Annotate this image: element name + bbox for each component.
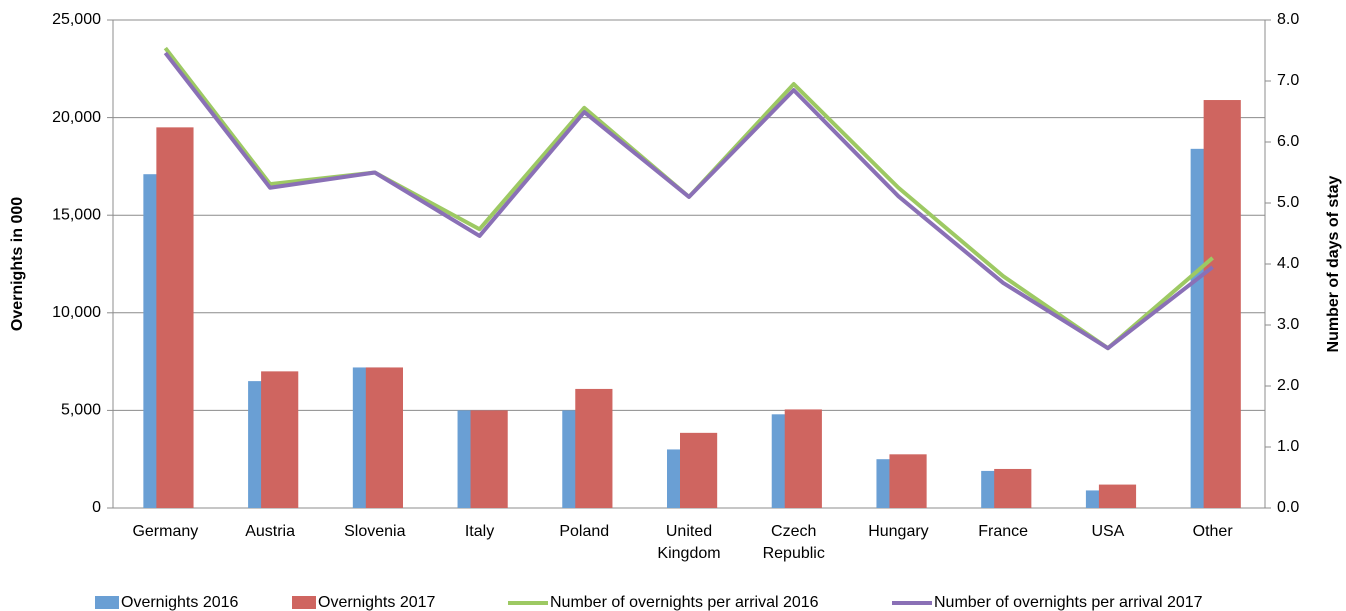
legend-label: Overnights 2017 <box>318 594 436 611</box>
bar <box>1203 100 1241 509</box>
y2-tick-label: 0.0 <box>1277 499 1299 516</box>
y-tick-label: 20,000 <box>52 109 101 126</box>
y-tick-label: 10,000 <box>52 304 101 321</box>
legend-label: Number of overnights per arrival 2016 <box>550 594 819 611</box>
y2-tick-label: 1.0 <box>1277 438 1299 455</box>
bar <box>261 371 299 508</box>
y-tick-label: 0 <box>92 499 101 516</box>
y2-tick-label: 3.0 <box>1277 316 1299 333</box>
bar <box>575 388 613 508</box>
y-axis-title: Overnights in 000 <box>9 197 26 331</box>
x-tick-label: Germany <box>132 523 198 540</box>
legend-label: Overnights 2016 <box>121 594 239 611</box>
x-tick-label: Italy <box>465 523 494 540</box>
y2-axis-title: Number of days of stay <box>1325 175 1342 352</box>
bar <box>470 410 508 508</box>
legend-label: Number of overnights per arrival 2017 <box>934 594 1203 611</box>
x-tick-label: Czech Republic <box>763 523 825 562</box>
x-tick-label: Hungary <box>868 523 928 540</box>
x-tick-label: Other <box>1193 523 1234 540</box>
legend-swatch <box>95 596 119 609</box>
x-tick-label: Slovenia <box>344 523 405 540</box>
legend-swatch <box>292 596 316 609</box>
line <box>163 51 1214 351</box>
y2-tick-label: 5.0 <box>1277 194 1299 211</box>
bar <box>1098 484 1137 508</box>
x-tick-label: Poland <box>559 523 609 540</box>
bar <box>156 127 194 509</box>
y2-tick-label: 4.0 <box>1277 255 1299 272</box>
x-tick-label: Austria <box>245 523 295 540</box>
x-tick-label: USA <box>1091 523 1124 540</box>
y2-tick-label: 2.0 <box>1277 377 1299 394</box>
y-tick-label: 5,000 <box>61 402 101 419</box>
y2-tick-label: 7.0 <box>1277 72 1299 89</box>
y2-tick-label: 6.0 <box>1277 133 1299 150</box>
bar <box>680 432 718 508</box>
bar <box>889 454 927 508</box>
y2-tick-label: 8.0 <box>1277 11 1299 28</box>
y-tick-label: 15,000 <box>52 206 101 223</box>
y-tick-label: 25,000 <box>52 11 101 28</box>
bar <box>365 367 403 508</box>
bar <box>784 409 822 508</box>
x-tick-label: United Kingdom <box>657 523 720 562</box>
bar <box>994 468 1032 508</box>
x-tick-label: France <box>978 523 1028 540</box>
